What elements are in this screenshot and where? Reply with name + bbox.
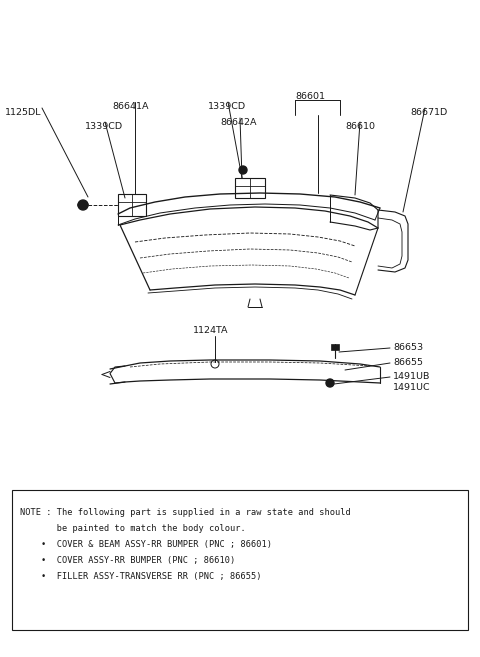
Text: 86642A: 86642A: [220, 118, 256, 127]
Text: be painted to match the body colour.: be painted to match the body colour.: [20, 524, 246, 533]
Text: 1125DL: 1125DL: [5, 108, 41, 117]
Text: •  COVER ASSY-RR BUMPER (PNC ; 86610): • COVER ASSY-RR BUMPER (PNC ; 86610): [20, 556, 235, 565]
Text: 1491UC: 1491UC: [393, 383, 431, 392]
Text: NOTE : The following part is supplied in a raw state and should: NOTE : The following part is supplied in…: [20, 508, 351, 517]
Text: 1124TA: 1124TA: [193, 326, 228, 335]
Circle shape: [239, 166, 247, 174]
Text: 1491UB: 1491UB: [393, 372, 431, 381]
Ellipse shape: [78, 202, 88, 208]
Text: 86655: 86655: [393, 358, 423, 367]
Text: 86610: 86610: [345, 122, 375, 131]
Circle shape: [78, 200, 88, 210]
Text: 1339CD: 1339CD: [208, 102, 246, 111]
Text: •  COVER & BEAM ASSY-RR BUMPER (PNC ; 86601): • COVER & BEAM ASSY-RR BUMPER (PNC ; 866…: [20, 540, 272, 549]
Text: 86601: 86601: [295, 92, 325, 101]
Text: 1339CD: 1339CD: [85, 122, 123, 131]
Text: •  FILLER ASSY-TRANSVERSE RR (PNC ; 86655): • FILLER ASSY-TRANSVERSE RR (PNC ; 86655…: [20, 572, 262, 581]
Text: 86671D: 86671D: [410, 108, 447, 117]
Text: 86641A: 86641A: [112, 102, 148, 111]
Circle shape: [326, 379, 334, 387]
Bar: [331, 344, 339, 350]
Text: 86653: 86653: [393, 343, 423, 352]
Bar: [12, 490, 468, 630]
